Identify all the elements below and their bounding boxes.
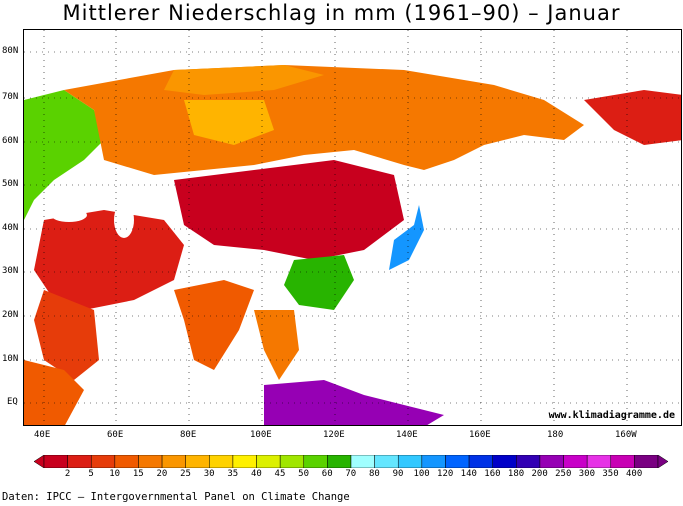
scale-swatch xyxy=(445,455,470,468)
scale-swatch xyxy=(138,455,163,468)
scale-label: 400 xyxy=(625,469,643,479)
scale-label: 10 xyxy=(109,469,121,479)
scale-swatch xyxy=(539,455,564,468)
lat-label: 40N xyxy=(2,223,19,233)
scale-swatch xyxy=(516,455,541,468)
lon-label: 40E xyxy=(34,430,51,440)
scale-label: 60 xyxy=(321,469,333,479)
scale-swatch xyxy=(492,455,517,468)
scale-label: 100 xyxy=(413,469,430,479)
scale-swatch xyxy=(232,455,257,468)
land-areas xyxy=(24,65,681,425)
lon-label: 60E xyxy=(107,430,124,440)
map-title: Mittlerer Niederschlag in mm (1961–90) –… xyxy=(62,1,621,25)
graticule xyxy=(24,30,681,425)
scale-swatch xyxy=(114,455,139,468)
lat-label: 30N xyxy=(2,266,19,276)
scale-label: 2 xyxy=(64,469,71,479)
data-source: Daten: IPCC – Intergovernmental Panel on… xyxy=(2,491,350,503)
lat-label: 20N xyxy=(2,310,19,320)
lat-label: EQ xyxy=(7,397,18,407)
scale-swatch xyxy=(327,455,352,468)
scale-label: 30 xyxy=(203,469,215,479)
scale-swatch xyxy=(350,455,375,468)
scale-swatch xyxy=(303,455,328,468)
scale-label: 70 xyxy=(345,469,357,479)
lat-label: 50N xyxy=(2,179,19,189)
scale-label: 80 xyxy=(369,469,380,479)
scale-label: 300 xyxy=(578,469,596,479)
map-graphic xyxy=(24,30,681,425)
scale-label: 20 xyxy=(156,469,168,479)
scale-label: 120 xyxy=(437,469,454,479)
lat-label: 60N xyxy=(2,136,19,146)
scale-swatch xyxy=(421,455,446,468)
scale-swatch xyxy=(256,455,281,468)
lon-label: 160W xyxy=(615,430,637,440)
lon-label: 80E xyxy=(180,430,197,440)
scale-swatch xyxy=(610,455,635,468)
scale-swatch xyxy=(90,455,116,468)
scale-label: 50 xyxy=(298,469,309,479)
scale-swatch xyxy=(43,455,68,468)
scale-swatch xyxy=(374,455,399,468)
lon-label: 140E xyxy=(396,430,418,440)
scale-max-arrow xyxy=(657,455,668,468)
color-scale-bar xyxy=(34,455,668,468)
scale-swatch xyxy=(586,455,612,468)
scale-label: 5 xyxy=(88,469,94,479)
scale-swatch xyxy=(634,455,659,468)
lon-label: 160E xyxy=(469,430,491,440)
scale-swatch xyxy=(397,455,423,468)
lat-label: 10N xyxy=(2,354,19,364)
scale-label: 200 xyxy=(531,469,548,479)
scale-label: 140 xyxy=(460,469,477,479)
lon-label: 180 xyxy=(547,430,564,440)
scale-label: 350 xyxy=(602,469,619,479)
lon-label: 100E xyxy=(250,430,272,440)
lat-label: 70N xyxy=(2,92,19,102)
scale-label: 250 xyxy=(555,469,572,479)
scale-min-arrow xyxy=(34,455,45,468)
scale-label: 40 xyxy=(250,469,262,479)
scale-label: 25 xyxy=(180,469,191,479)
scale-swatch xyxy=(279,455,305,468)
scale-swatch xyxy=(209,455,234,468)
scale-swatch xyxy=(563,455,588,468)
lat-label: 80N xyxy=(2,46,19,56)
scale-swatch xyxy=(468,455,493,468)
precipitation-map: www.klimadiagramme.de xyxy=(23,29,682,426)
scale-label: 160 xyxy=(484,469,501,479)
credit-label: www.klimadiagramme.de xyxy=(548,410,675,421)
lon-label: 120E xyxy=(323,430,345,440)
scale-swatch xyxy=(161,455,186,468)
scale-swatch xyxy=(67,455,92,468)
scale-label: 180 xyxy=(507,469,525,479)
scale-swatch xyxy=(185,455,210,468)
scale-label: 90 xyxy=(392,469,404,479)
scale-label: 35 xyxy=(227,469,239,479)
scale-label: 15 xyxy=(132,469,144,479)
scale-label: 45 xyxy=(274,469,286,479)
